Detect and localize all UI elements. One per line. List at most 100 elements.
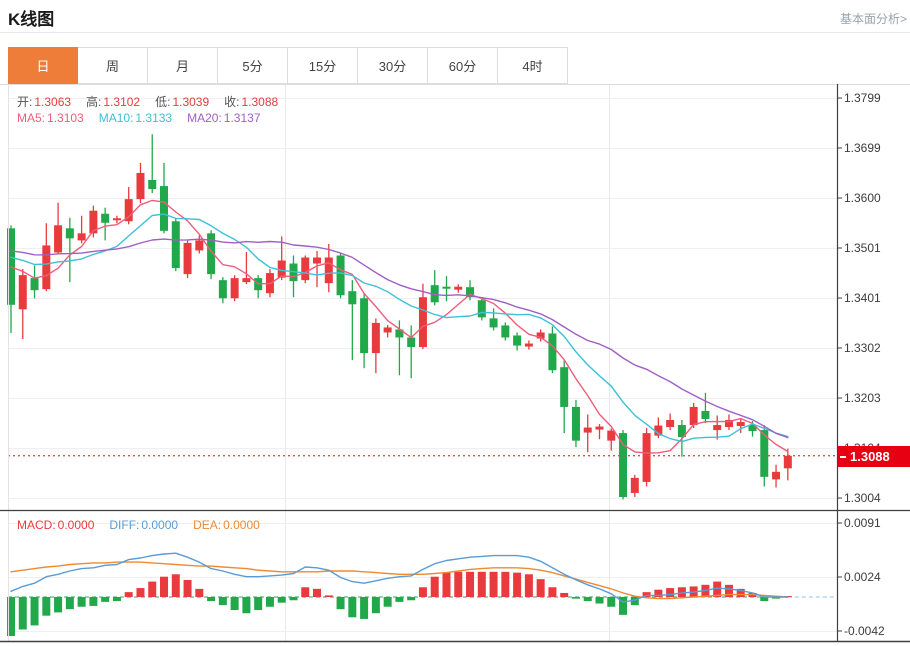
- candle: [630, 477, 639, 493]
- candle: [18, 275, 27, 310]
- candle: [701, 410, 710, 420]
- macd-bar: [736, 588, 745, 597]
- macd-bar: [124, 592, 133, 597]
- macd-bar: [619, 597, 628, 615]
- candle: [560, 367, 569, 407]
- candle: [383, 327, 392, 333]
- macd-bar: [630, 597, 639, 606]
- tab-period-5[interactable]: 30分: [358, 47, 428, 84]
- tab-period-2[interactable]: 月: [148, 47, 218, 84]
- ohlc-pair-2: 低: 1.3039: [155, 95, 209, 109]
- tab-period-6[interactable]: 60分: [428, 47, 498, 84]
- ma10-line: [10, 213, 789, 443]
- macd-bar: [254, 597, 263, 610]
- macd-axis-labels: 0.0091 0.0024 -0.0042: [837, 516, 885, 638]
- tab-period-4[interactable]: 15分: [288, 47, 358, 84]
- price-tick-6: 1.3203: [844, 391, 881, 405]
- ohlc-pair-0: 开: 1.3063: [17, 95, 71, 109]
- macd-bar: [313, 588, 322, 597]
- macd-bar: [642, 592, 651, 597]
- ohlc-pair-1: 高: 1.3102: [86, 95, 140, 109]
- macd-tick-2: -0.0042: [844, 624, 885, 638]
- candle: [101, 213, 110, 223]
- macd-value-1: 0.0000: [141, 518, 179, 532]
- macd-bar: [654, 589, 663, 597]
- macd-bar: [383, 597, 392, 607]
- macd-bar: [348, 597, 357, 618]
- macd-readout: MACD: 0.0000 DIFF: 0.0000 DEA: 0.0000: [17, 518, 275, 532]
- macd-bar: [207, 597, 216, 602]
- candle: [607, 430, 616, 441]
- macd-bar: [560, 592, 569, 597]
- price-axis-labels: 1.3799 1.3699 1.3600 1.3501 1.3401 1.3302 1.32…: [837, 91, 881, 505]
- candle: [371, 322, 380, 354]
- ohlc-value-3: 1.3088: [241, 95, 279, 109]
- macd-label-1: DIFF:: [109, 518, 140, 532]
- tab-period-1[interactable]: 周: [78, 47, 148, 84]
- ma5-line: [10, 199, 789, 454]
- candle: [430, 285, 439, 303]
- candle: [42, 245, 51, 290]
- candle: [277, 260, 286, 278]
- ma-label-1: MA10:: [98, 111, 134, 125]
- candle: [336, 255, 345, 296]
- candle: [89, 210, 98, 234]
- ma-pair-0: MA5: 1.3103: [17, 111, 84, 125]
- candle: [183, 242, 192, 275]
- macd-bar: [289, 597, 298, 601]
- macd-bar: [607, 597, 616, 607]
- macd-bar: [230, 597, 239, 610]
- macd-bar: [772, 597, 781, 599]
- macd-bar: [171, 574, 180, 597]
- candle: [548, 333, 557, 371]
- candle: [489, 318, 498, 328]
- candle: [418, 297, 427, 348]
- macd-bar: [501, 571, 510, 597]
- macd-pane[interactable]: [7, 552, 836, 636]
- candlestick-pane[interactable]: [7, 134, 838, 500]
- tab-period-3[interactable]: 5分: [218, 47, 288, 84]
- macd-value-2: 0.0000: [223, 518, 260, 532]
- macd-bar: [524, 574, 533, 597]
- macd-tick-1: 0.0024: [844, 570, 881, 584]
- macd-bar: [395, 597, 404, 602]
- diff-line: [10, 552, 789, 603]
- fundamental-analysis-link[interactable]: 基本面分析>: [839, 12, 907, 26]
- candle: [654, 425, 663, 436]
- macd-bar: [277, 597, 286, 603]
- ma-label-0: MA5:: [17, 111, 46, 125]
- macd-bar: [65, 597, 74, 610]
- macd-label-2: DEA:: [193, 518, 222, 532]
- tab-period-7[interactable]: 4时: [498, 47, 568, 84]
- candle: [619, 433, 628, 497]
- ma20-line: [10, 238, 789, 439]
- macd-bar: [418, 587, 427, 597]
- price-tick-3: 1.3501: [844, 241, 881, 255]
- period-tab-strip: 日周月 5分 15分 30分 60分 4时: [8, 47, 568, 84]
- candle: [195, 240, 204, 251]
- ma-pair-2: MA20: 1.3137: [187, 111, 260, 125]
- macd-bar: [183, 579, 192, 597]
- candle: [748, 425, 757, 432]
- macd-bar: [101, 597, 110, 602]
- macd-bar: [536, 579, 545, 597]
- price-tick-1: 1.3699: [844, 141, 881, 155]
- candle: [112, 218, 121, 221]
- candle: [54, 225, 63, 253]
- tab-strip-bottom-border: [0, 84, 910, 85]
- macd-pair-1: DIFF: 0.0000: [109, 518, 178, 532]
- candle: [30, 278, 39, 291]
- macd-bar: [7, 597, 15, 636]
- candle: [313, 257, 322, 264]
- macd-bar: [265, 597, 274, 607]
- ohlc-value-1: 1.3102: [103, 95, 141, 109]
- candle: [642, 433, 651, 482]
- candle: [171, 221, 180, 269]
- macd-bar: [160, 576, 169, 597]
- macd-bar: [30, 597, 39, 626]
- macd-pair-2: DEA: 0.0000: [193, 518, 260, 532]
- tab-period-0[interactable]: 日: [8, 47, 78, 84]
- candle: [77, 233, 86, 241]
- macd-bar: [489, 571, 498, 597]
